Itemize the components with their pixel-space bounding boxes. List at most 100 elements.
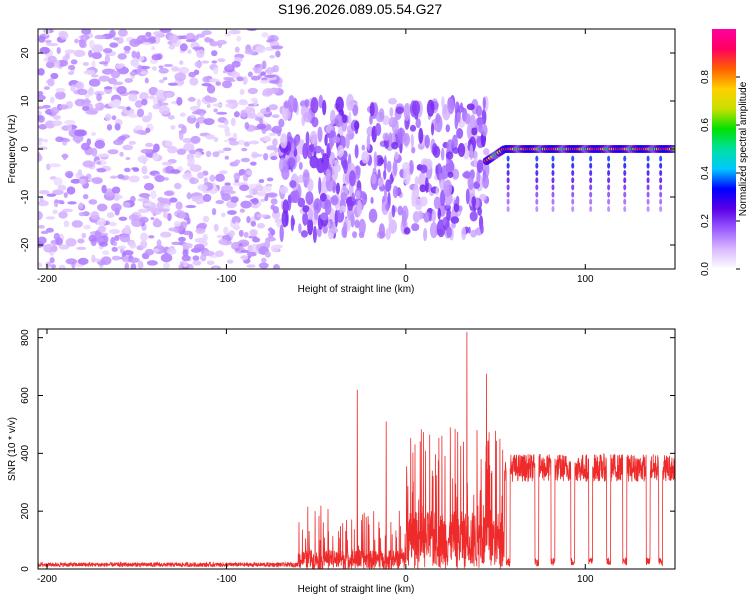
spectrogram-cell [118,135,127,141]
spectrogram-cell [153,143,160,153]
spectrogram-cell [143,182,155,191]
spectrogram-cell [113,196,120,201]
spectrogram-cell [70,178,82,184]
spectrogram-cell [221,185,234,193]
spectrogram-cell [100,232,109,236]
spectrogram-cell [234,247,241,252]
spectrogram-cell [411,100,421,116]
spectrogram-cell [151,46,156,51]
spectrogram-cell [203,250,215,257]
spectrogram-cell [291,189,300,204]
spectrogram-cell [224,32,231,37]
spectrogram-cell [102,48,113,54]
spectrogram-cell [272,138,278,147]
spectrogram-dropout-streak [646,198,650,205]
spectrogram-y-tick-label: -10 [20,189,31,204]
spectrogram-cell [258,178,265,184]
spectrogram-cell [43,86,50,90]
spectrogram-cell [99,241,108,247]
spectrogram-cell [111,255,121,261]
spectrogram-cell [113,99,121,107]
spectrogram-cell [217,124,228,128]
spectrogram-cell [126,106,131,111]
spectrogram-cell [78,212,86,217]
spectrogram-cell [195,227,206,235]
spectrogram-cell [91,44,104,53]
spectrogram-cell [298,223,302,234]
spectrogram-cell [58,211,68,219]
spectrogram-cell [471,196,477,208]
spectrogram-cell [143,202,152,207]
spectrogram-cell [137,155,149,163]
spectrogram-cell [106,212,115,218]
spectrogram-cell [230,117,236,127]
spectrogram-cell [302,169,310,186]
spectrogram-cell [388,211,393,225]
spectrogram-cell [271,45,284,50]
spectrogram-cell [147,111,153,121]
colorbar: 0.0 0.2 0.4 0.6 0.8 Normalized spectral ampl… [700,29,749,276]
spectrogram-cell [224,132,232,137]
spectrogram-dropout-streak [623,155,627,162]
spectrogram-cell [45,216,56,220]
spectrogram-cell [147,36,156,41]
spectrogram-dropout-streak [646,184,650,191]
spectrogram-cell [234,159,241,165]
spectrogram-cell [64,170,74,178]
spectrogram-cell [113,37,120,41]
spectrogram-cell [456,127,464,139]
spectrogram-cell [155,89,167,99]
spectrogram-dropout-streak [506,155,510,162]
spectrogram-cell [216,111,228,115]
spectrogram-cell [160,253,173,263]
spectrogram-cell [475,105,483,117]
spectrogram-cell [213,136,219,143]
spectrogram-cell [164,140,173,147]
spectrogram-cell [219,170,228,175]
spectrogram-y-tick-label: 20 [20,47,31,59]
spectrogram-cell [168,34,179,44]
spectrogram-cell [466,103,475,111]
spectrogram-cell [232,132,238,140]
spectrogram-cell [320,212,329,221]
spectrogram-cell [45,39,52,44]
spectrogram-cell [346,93,355,111]
spectrogram-cell [314,145,323,154]
spectrogram-cell [341,114,348,123]
spectrogram-dropout-streak [551,206,555,212]
spectrogram-cell [250,229,257,237]
spectrogram-cell [186,217,191,225]
spectrogram-cell [163,262,170,269]
spectrogram-cell [260,79,270,84]
spectrogram-cell [329,226,339,234]
spectrogram-cell [189,105,201,111]
spectrogram-cell [482,96,486,110]
spectrogram-marks [38,29,675,269]
spectrogram-cell [370,197,374,204]
spectrogram-cell [50,264,57,269]
spectrogram-cell [38,137,45,143]
spectrogram-cell [55,87,66,93]
spectrogram-cell [158,102,169,106]
spectrogram-cell [223,119,229,125]
spectrogram-cell [227,210,237,216]
spectrogram-cell [239,88,245,96]
spectrogram-cell [43,244,54,248]
colorbar-tick-label: 0.4 [700,166,711,180]
spectrogram-cell [437,207,442,220]
spectrogram-cell [483,148,490,156]
spectrogram-cell [129,71,137,76]
spectrogram-cell [91,60,96,69]
spectrogram-cell [256,222,265,229]
spectrogram-cell [97,225,107,233]
spectrogram-cell [237,139,246,145]
spectrogram-cell [207,97,218,103]
spectrogram-cell [466,123,472,140]
spectrogram-cell [42,104,51,109]
spectrogram-dropout-streak [589,198,593,205]
spectrogram-y-tick-label: 0 [20,146,31,152]
spectrogram-cell [243,231,249,238]
snr-y-ticks: 0 200 400 600 800 [20,329,675,572]
spectrogram-cell [206,84,216,94]
colorbar-tick-label: 0.2 [700,214,711,228]
